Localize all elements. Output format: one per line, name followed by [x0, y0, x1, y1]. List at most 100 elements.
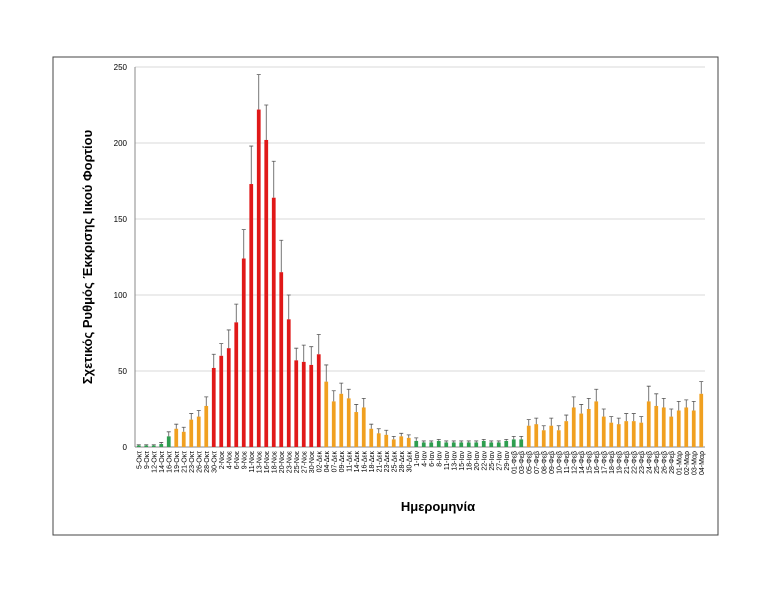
bar [159, 443, 164, 447]
bar [384, 434, 389, 447]
bar [204, 405, 209, 447]
bar [166, 436, 171, 447]
error-bar [189, 413, 194, 420]
error-bar [444, 440, 449, 443]
bar [481, 440, 486, 447]
error-bar [639, 416, 644, 423]
x-tick-label: 2-Νοε [219, 451, 226, 469]
bar [571, 407, 576, 447]
error-bar [684, 399, 689, 408]
x-tick-label: 11-Φεβ [564, 451, 571, 473]
error-bar [226, 329, 231, 349]
x-tick-label: 17-Φεβ [601, 451, 608, 474]
x-tick-label: 9-Νοε [241, 451, 248, 469]
bar [391, 439, 396, 447]
error-bar [624, 413, 629, 422]
bar [519, 439, 524, 447]
x-tick-label: 11-Δεκ [346, 451, 353, 472]
x-tick-label: 6-Ιαν [429, 451, 436, 467]
x-tick-label: 18-Νοε [271, 451, 278, 473]
x-tick-label: 25-Ιαν [489, 451, 496, 471]
error-bar [429, 440, 434, 443]
bar [196, 416, 201, 447]
x-tick-label: 20-Ιαν [474, 451, 481, 471]
error-bar [511, 435, 516, 440]
error-bar [204, 396, 209, 406]
bar [691, 410, 696, 447]
error-bar [406, 434, 411, 438]
error-bar [346, 388, 351, 399]
error-bar [294, 347, 299, 361]
error-bar [376, 428, 381, 434]
bar [376, 433, 381, 447]
bar [579, 413, 584, 447]
error-bar [601, 408, 606, 417]
error-bar [331, 390, 336, 402]
x-tick-label: 27-Νοε [301, 451, 308, 473]
error-bar [301, 344, 306, 362]
error-bar [256, 74, 261, 110]
bar [489, 442, 494, 447]
error-bar [451, 440, 456, 443]
x-tick-label: 14-Δεκ [354, 451, 361, 473]
x-tick-label: 4-Ιαν [421, 451, 428, 467]
x-tick-label: 11-Ιαν [444, 451, 451, 471]
x-tick-label: 19-Φεβ [616, 451, 623, 474]
error-bar [646, 385, 651, 402]
bar [436, 440, 441, 447]
error-bar [481, 439, 486, 441]
error-bar [136, 444, 141, 446]
x-tick-label: 28-Οκτ [204, 451, 211, 473]
x-tick-label: 18-Φεβ [609, 451, 616, 474]
error-bar [556, 425, 561, 431]
bar [151, 445, 156, 447]
bar [684, 407, 689, 447]
bar [256, 109, 261, 447]
error-bar [181, 426, 186, 432]
bar [654, 405, 659, 447]
error-bar [459, 440, 464, 443]
x-tick-label: 4-Νοε [226, 451, 233, 469]
x-tick-label: 25-Φεβ [654, 451, 661, 474]
chart-frame [52, 56, 719, 536]
bar [144, 445, 149, 447]
bar [556, 430, 561, 447]
error-bar [654, 393, 659, 406]
bar [646, 401, 651, 447]
bar [444, 442, 449, 447]
error-bar [549, 417, 554, 426]
bar [361, 407, 366, 447]
error-bar [466, 440, 471, 443]
bar [534, 424, 539, 447]
x-tick-label: 21-Δεκ [376, 451, 383, 473]
error-bar [384, 429, 389, 435]
x-tick-label: 16-Φεβ [594, 451, 601, 474]
x-tick-label: 09-Δεκ [339, 451, 346, 473]
bar [406, 437, 411, 447]
error-bar [391, 435, 396, 440]
x-tick-label: 04-Μαρ [699, 451, 706, 475]
bar [421, 442, 426, 447]
error-bar [594, 388, 599, 402]
bar [451, 442, 456, 447]
error-bar [541, 425, 546, 431]
x-tick-label: 8-Ιαν [436, 451, 443, 467]
x-tick-label: 9-Οκτ [144, 451, 151, 469]
x-tick-label: 26-Φεβ [661, 451, 668, 474]
bar [324, 381, 329, 447]
error-bar [609, 416, 614, 423]
bar [241, 258, 246, 447]
x-tick-label: 18-Ιαν [466, 451, 473, 471]
x-tick-label: 24-Φεβ [646, 451, 653, 474]
error-bar [399, 432, 404, 437]
bar [601, 416, 606, 447]
bar [616, 424, 621, 447]
bar [346, 398, 351, 447]
bar [309, 364, 314, 447]
x-tick-label: 21-Οκτ [181, 451, 188, 473]
bar [429, 442, 434, 447]
bar [586, 409, 591, 447]
error-bar [661, 397, 666, 408]
error-bar [474, 440, 479, 443]
